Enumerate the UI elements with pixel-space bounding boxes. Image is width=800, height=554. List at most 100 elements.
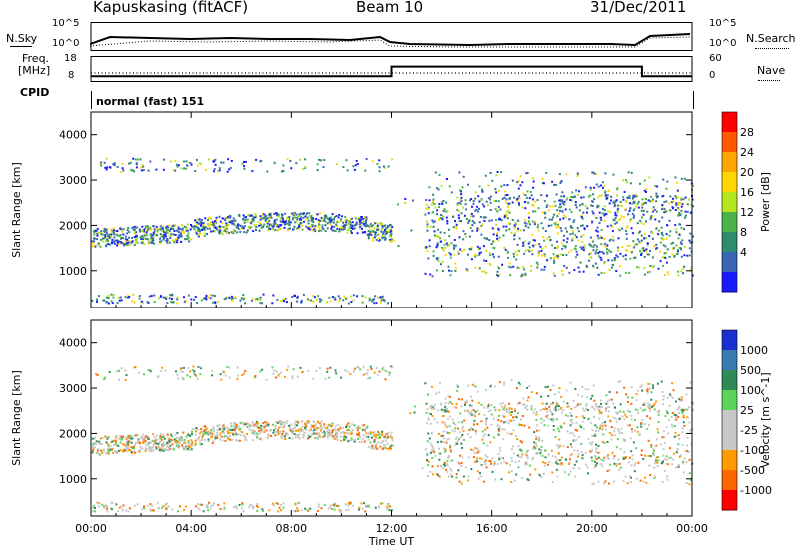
data-cell	[208, 223, 211, 226]
data-cell	[388, 229, 391, 232]
data-cell	[277, 374, 280, 377]
data-cell	[274, 434, 277, 437]
data-cell	[680, 197, 683, 199]
data-cell	[553, 408, 556, 411]
data-cell	[454, 220, 456, 223]
data-cell	[465, 268, 468, 271]
data-cell	[611, 264, 614, 266]
data-cell	[652, 448, 655, 451]
data-cell	[353, 227, 356, 230]
data-cell	[174, 159, 177, 162]
data-cell	[608, 202, 611, 205]
data-cell	[566, 405, 569, 408]
data-cell	[253, 423, 256, 426]
data-cell	[441, 247, 444, 249]
data-cell	[596, 206, 599, 209]
data-cell	[202, 433, 205, 436]
data-cell	[280, 216, 283, 219]
data-cell	[343, 224, 346, 227]
data-cell	[436, 421, 439, 424]
data-cell	[501, 263, 504, 266]
data-cell	[269, 213, 272, 216]
data-cell	[164, 235, 167, 238]
data-cell	[203, 232, 206, 235]
data-cell	[177, 226, 180, 229]
colorbar-segment	[722, 252, 737, 273]
data-cell	[498, 414, 500, 417]
data-cell	[448, 396, 451, 398]
data-cell	[517, 219, 520, 222]
data-cell	[675, 253, 678, 256]
data-cell	[374, 231, 377, 234]
data-cell	[260, 159, 263, 162]
data-cell	[246, 422, 249, 425]
data-cell	[337, 220, 340, 223]
data-cell	[645, 248, 648, 251]
data-cell	[121, 509, 124, 512]
data-cell	[96, 227, 99, 230]
data-cell	[258, 437, 260, 440]
data-cell	[255, 425, 258, 428]
data-cell	[348, 503, 351, 506]
data-cell	[543, 268, 546, 271]
data-cell	[438, 217, 441, 220]
data-cell	[91, 299, 94, 302]
data-cell	[604, 190, 607, 193]
data-cell	[117, 243, 120, 246]
data-cell	[334, 425, 337, 428]
data-cell	[653, 449, 655, 452]
data-cell	[492, 256, 495, 259]
data-cell	[226, 430, 229, 433]
data-cell	[642, 209, 645, 212]
data-cell	[575, 189, 578, 192]
data-cell	[214, 163, 217, 166]
data-cell	[597, 480, 600, 483]
data-cell	[549, 403, 552, 406]
data-cell	[581, 217, 584, 220]
data-cell	[492, 246, 495, 249]
data-cell	[227, 432, 229, 435]
data-cell	[104, 240, 107, 243]
data-cell	[373, 431, 376, 434]
data-cell	[160, 234, 163, 237]
data-cell	[427, 212, 430, 215]
data-cell	[381, 295, 384, 298]
data-cell	[166, 441, 169, 444]
data-cell	[512, 265, 515, 268]
data-cell	[390, 230, 393, 233]
data-cell	[461, 186, 464, 189]
data-cell	[255, 298, 258, 301]
data-cell	[517, 180, 520, 183]
data-cell	[584, 388, 587, 391]
data-cell	[286, 433, 289, 436]
data-cell	[110, 448, 113, 451]
data-cell	[386, 435, 389, 438]
data-cell	[162, 445, 164, 448]
data-cell	[150, 237, 153, 240]
data-cell	[152, 233, 155, 236]
data-cell	[358, 218, 361, 221]
data-cell	[397, 245, 400, 248]
data-cell	[550, 418, 553, 421]
data-cell	[356, 365, 359, 368]
data-cell	[365, 432, 368, 435]
data-cell	[681, 239, 684, 242]
data-cell	[175, 440, 177, 443]
data-cell	[378, 432, 381, 435]
data-cell	[139, 445, 142, 448]
data-cell	[136, 241, 138, 244]
data-cell	[382, 366, 385, 369]
data-cell	[677, 208, 680, 211]
data-cell	[487, 410, 490, 413]
data-cell	[141, 240, 144, 243]
data-cell	[133, 229, 136, 232]
data-cell	[474, 415, 477, 418]
data-cell	[196, 221, 199, 224]
data-cell	[678, 398, 681, 401]
data-cell	[158, 446, 161, 449]
data-cell	[212, 230, 215, 233]
data-cell	[658, 409, 661, 412]
data-cell	[536, 266, 539, 269]
data-cell	[498, 426, 501, 429]
noise-tick-top-right: 10^5	[709, 18, 737, 29]
